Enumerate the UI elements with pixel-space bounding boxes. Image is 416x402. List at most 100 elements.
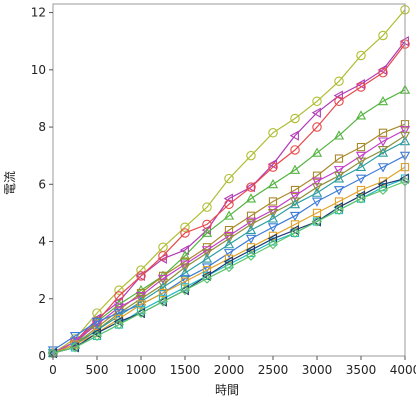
data-point <box>290 227 300 238</box>
data-point <box>245 220 257 230</box>
series-line <box>52 166 406 354</box>
data-point <box>311 197 323 207</box>
data-point <box>223 193 233 204</box>
data-point <box>377 163 389 173</box>
x-tick-label: 0 <box>49 363 57 377</box>
series-line <box>52 9 406 354</box>
data-point <box>135 307 145 319</box>
data-point <box>179 274 191 285</box>
data-point <box>378 128 388 137</box>
data-point <box>180 222 190 232</box>
data-point <box>312 171 322 180</box>
data-point <box>334 96 344 107</box>
data-point <box>158 296 168 307</box>
data-point <box>245 193 257 203</box>
data-point <box>246 182 256 192</box>
y-tick-label: 10 <box>31 63 46 77</box>
data-point <box>333 166 345 176</box>
series-8 <box>47 136 411 358</box>
series-7 <box>47 131 411 359</box>
data-point <box>333 186 345 196</box>
data-point <box>224 199 234 210</box>
series-line <box>52 89 406 354</box>
data-point <box>289 198 301 209</box>
y-tick-label: 6 <box>38 177 46 191</box>
data-point <box>201 246 213 256</box>
data-point <box>135 294 147 305</box>
x-tick-label: 500 <box>86 363 109 377</box>
y-tick-label: 8 <box>38 120 46 134</box>
data-point <box>113 303 125 313</box>
data-point <box>202 273 212 284</box>
data-point <box>201 249 213 259</box>
data-point <box>289 211 301 222</box>
data-point <box>355 110 367 120</box>
y-tick-label: 4 <box>38 235 46 249</box>
x-tick-label: 3000 <box>302 363 333 377</box>
data-point <box>267 213 279 223</box>
x-tick-label: 3500 <box>346 363 377 377</box>
data-point <box>223 210 235 220</box>
data-point <box>69 342 79 353</box>
data-point <box>69 337 81 348</box>
data-point <box>179 263 191 273</box>
data-point <box>355 151 367 162</box>
x-tick-label: 1000 <box>126 363 157 377</box>
chart-marks <box>47 4 411 359</box>
data-point <box>136 308 146 319</box>
data-point <box>355 190 365 201</box>
data-point <box>92 330 102 341</box>
data-point <box>333 130 345 140</box>
data-point <box>157 274 169 285</box>
data-point <box>223 231 235 242</box>
data-point <box>114 285 124 295</box>
data-point <box>334 205 344 216</box>
data-point <box>179 267 191 277</box>
data-point <box>311 216 321 227</box>
data-point <box>201 270 211 282</box>
data-point <box>223 234 235 244</box>
data-point <box>246 250 256 261</box>
series-line <box>52 43 406 354</box>
series-line <box>52 40 406 354</box>
data-point <box>378 67 388 78</box>
x-tick-label: 2500 <box>258 363 289 377</box>
data-point <box>246 150 256 161</box>
data-point <box>179 250 191 260</box>
data-point <box>114 319 124 330</box>
data-point <box>377 147 389 157</box>
data-point <box>245 217 257 227</box>
y-tick-label: 12 <box>31 6 46 20</box>
data-point <box>378 185 388 195</box>
data-point <box>311 177 323 187</box>
data-point <box>113 316 123 327</box>
series-1 <box>48 4 410 358</box>
data-point <box>290 185 300 195</box>
data-point <box>135 270 145 282</box>
y-tick-label: 2 <box>38 292 46 306</box>
data-point <box>136 300 146 309</box>
data-point <box>333 90 343 101</box>
data-point <box>289 164 301 174</box>
data-point <box>289 224 299 236</box>
data-point <box>245 224 257 234</box>
data-point <box>157 280 169 290</box>
data-point <box>267 223 279 233</box>
data-point <box>136 265 146 275</box>
data-point <box>180 277 190 286</box>
y-tick-label: 0 <box>38 349 46 363</box>
data-point <box>356 50 366 61</box>
data-point <box>223 249 235 259</box>
data-point <box>311 107 321 118</box>
data-point <box>355 161 367 172</box>
data-point <box>223 239 235 249</box>
data-point <box>377 137 389 147</box>
data-point <box>201 227 213 237</box>
series-line <box>52 135 406 354</box>
data-point <box>202 202 212 212</box>
series-13 <box>48 176 410 359</box>
data-point <box>333 202 343 213</box>
series-line <box>52 178 406 354</box>
